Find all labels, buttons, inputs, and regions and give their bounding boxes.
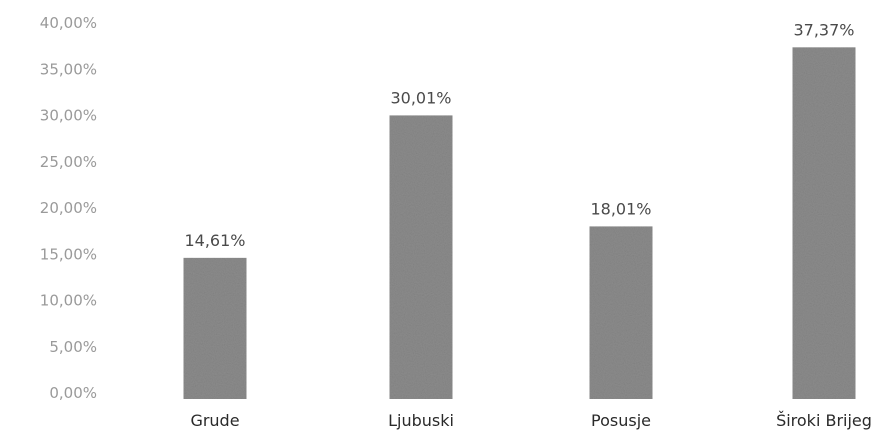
bar bbox=[589, 226, 653, 399]
data-label: 14,61% bbox=[184, 231, 245, 250]
y-tick-label: 15,00% bbox=[40, 245, 97, 263]
bar bbox=[389, 115, 453, 399]
data-labels-group: 14,61% 30,01% 18,01% 37,37% bbox=[184, 20, 854, 250]
y-tick-label: 40,00% bbox=[40, 14, 97, 32]
data-label: 30,01% bbox=[390, 88, 451, 107]
bar bbox=[792, 47, 856, 399]
category-label: Široki Brijeg bbox=[776, 411, 872, 430]
category-label: Grude bbox=[190, 411, 239, 430]
category-label: Ljubuski bbox=[388, 411, 454, 430]
y-tick-label: 5,00% bbox=[49, 338, 97, 356]
bar bbox=[183, 257, 247, 399]
bars-group bbox=[183, 47, 856, 399]
y-tick-label: 20,00% bbox=[40, 199, 97, 217]
x-axis: Grude Ljubuski Posusje Široki Brijeg bbox=[190, 411, 871, 430]
y-tick-label: 30,00% bbox=[40, 107, 97, 125]
y-axis: 0,00% 5,00% 10,00% 15,00% 20,00% 25,00% 30,00%… bbox=[40, 14, 97, 402]
data-label: 18,01% bbox=[590, 199, 651, 218]
y-tick-label: 25,00% bbox=[40, 153, 97, 171]
y-tick-label: 0,00% bbox=[49, 384, 97, 402]
y-tick-label: 35,00% bbox=[40, 60, 97, 78]
y-tick-label: 10,00% bbox=[40, 292, 97, 310]
category-label: Posusje bbox=[591, 411, 651, 430]
data-label: 37,37% bbox=[793, 20, 854, 39]
